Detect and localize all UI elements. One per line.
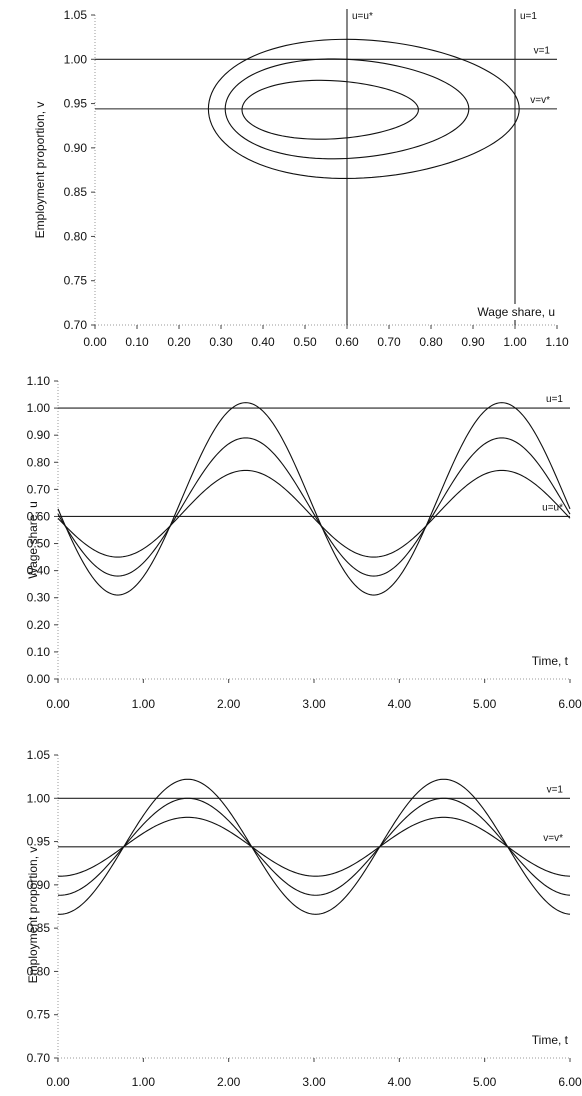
y-tick-label: 1.05	[64, 8, 88, 22]
x-tick-label: 0.30	[209, 335, 233, 349]
x-tick-label: 3.00	[302, 697, 326, 711]
x-tick-label: 0.60	[335, 335, 359, 349]
x-tick-label: 0.50	[293, 335, 317, 349]
y-tick-label: 0.80	[64, 229, 88, 243]
y-tick-label: 0.85	[27, 921, 51, 935]
time-series-curve-2	[57, 437, 571, 577]
orbit-curve-3	[207, 38, 520, 180]
x-label-backing	[449, 304, 557, 320]
y-tick-label: 0.70	[27, 482, 51, 496]
y-tick-label: 0.90	[27, 878, 51, 892]
time-series-curve-3	[57, 778, 571, 915]
y-tick-label: 0.50	[27, 537, 51, 551]
x-tick-label: 1.10	[545, 335, 569, 349]
y-tick-label: 0.20	[27, 618, 51, 632]
ref-line-label: u=1	[520, 11, 537, 22]
ref-line-label: v=v*	[530, 95, 550, 106]
x-tick-label: 3.00	[302, 1075, 326, 1089]
ref-line-label: u=u*	[542, 502, 563, 513]
y-tick-label: 1.00	[27, 401, 51, 415]
x-tick-label: 0.00	[46, 1075, 70, 1089]
employment-time-chart: 0.70 0.75 0.80 0.85 0.90 0.95 1.00 1.05 0.00 1.00…	[26, 748, 582, 1089]
y-tick-label: 0.70	[27, 1051, 51, 1065]
y-tick-label: 1.10	[27, 374, 51, 388]
x-tick-label: 5.00	[473, 1075, 497, 1089]
x-tick-label: 2.00	[217, 1075, 241, 1089]
ref-line-label: u=u*	[352, 11, 373, 22]
phase-diagram-chart: 0.70 0.75 0.80 0.85 0.90 0.95 1.00 1.05 0.00 0.10…	[33, 8, 569, 349]
y-tick-label: 1.00	[64, 52, 88, 66]
x-tick-label: 1.00	[132, 697, 156, 711]
x-tick-label: 6.00	[558, 697, 582, 711]
x-tick-label: 0.70	[377, 335, 401, 349]
orbit-curve-1	[241, 79, 419, 140]
y-tick-label: 0.10	[27, 645, 51, 659]
y-tick-label: 0.00	[27, 672, 51, 686]
y-tick-label: 0.60	[27, 509, 51, 523]
x-tick-label: 5.00	[473, 697, 497, 711]
x-axis-label: Time, t	[532, 654, 569, 668]
time-series-curve-1	[57, 816, 571, 877]
y-tick-label: 1.05	[27, 748, 51, 762]
wage-share-time-chart: 0.00 0.10 0.20 0.30 0.40 0.50 0.60 0.70 0.80 0.90…	[26, 374, 582, 711]
y-tick-label: 0.85	[64, 185, 88, 199]
time-series-curve-2	[57, 797, 571, 896]
x-tick-label: 0.10	[125, 335, 149, 349]
x-tick-label: 0.20	[167, 335, 191, 349]
x-axis-label: Wage share, u	[477, 305, 555, 319]
ref-line-label: v=1	[534, 45, 551, 56]
y-tick-label: 0.40	[27, 564, 51, 578]
x-tick-label: 4.00	[388, 1075, 412, 1089]
x-tick-label: 0.00	[46, 697, 70, 711]
y-tick-label: 0.90	[27, 428, 51, 442]
y-tick-label: 0.75	[64, 274, 88, 288]
x-axis-label: Time, t	[532, 1033, 569, 1047]
y-tick-label: 0.30	[27, 591, 51, 605]
orbit-curve-2	[224, 58, 470, 160]
y-tick-label: 0.95	[27, 835, 51, 849]
x-tick-label: 0.90	[461, 335, 485, 349]
x-tick-label: 2.00	[217, 697, 241, 711]
time-series-curve-3	[57, 402, 571, 596]
y-tick-label: 0.75	[27, 1008, 51, 1022]
x-tick-label: 0.40	[251, 335, 275, 349]
ref-line-label: v=v*	[543, 833, 563, 844]
y-tick-label: 0.80	[27, 455, 51, 469]
y-axis-label: Employment proportion, v	[33, 102, 47, 239]
y-tick-label: 0.80	[27, 964, 51, 978]
y-tick-label: 0.70	[64, 318, 88, 332]
y-tick-label: 0.95	[64, 97, 88, 111]
y-axis-label: Wage share, u	[26, 501, 40, 579]
y-tick-label: 1.00	[27, 791, 51, 805]
x-tick-label: 1.00	[132, 1075, 156, 1089]
x-tick-label: 4.00	[388, 697, 412, 711]
x-tick-label: 6.00	[558, 1075, 582, 1089]
x-tick-label: 0.00	[83, 335, 107, 349]
ref-line-label: u=1	[546, 394, 563, 405]
x-tick-label: 0.80	[419, 335, 443, 349]
y-tick-label: 0.90	[64, 141, 88, 155]
y-axis-label: Employment proportion, v	[26, 847, 40, 984]
ref-line-label: v=1	[547, 784, 564, 795]
time-series-curve-1	[57, 469, 571, 558]
x-tick-label: 1.00	[503, 335, 527, 349]
